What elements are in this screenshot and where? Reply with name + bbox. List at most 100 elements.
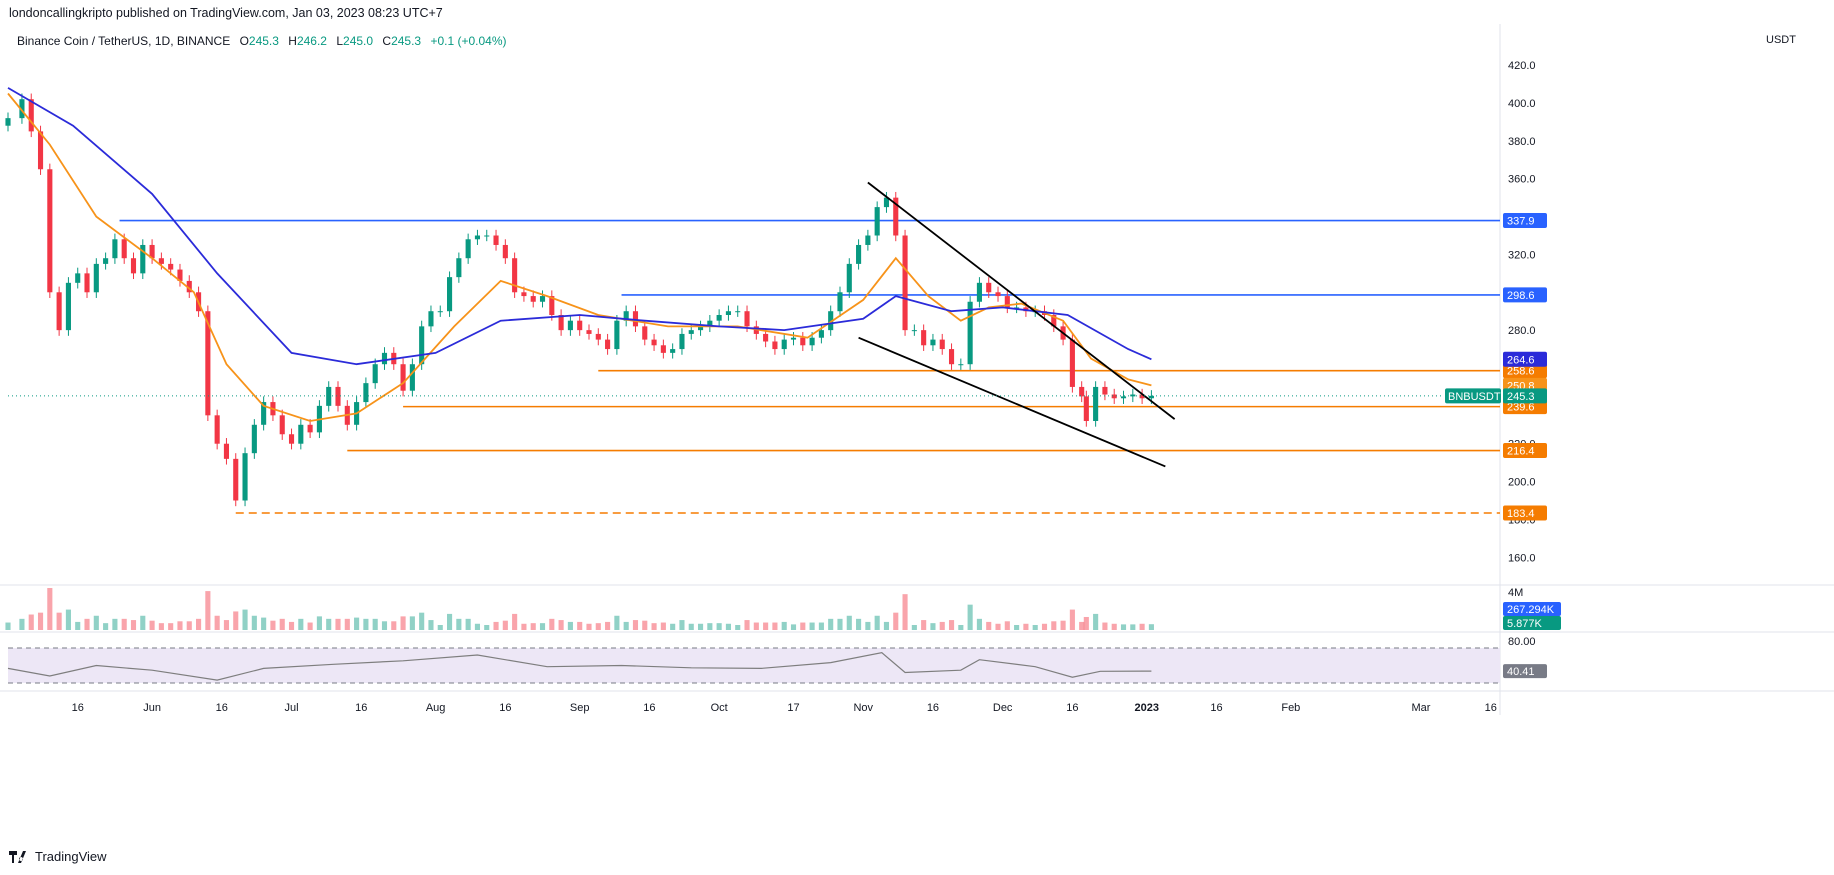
candle-body[interactable] (177, 269, 183, 281)
candle-body[interactable] (1051, 315, 1057, 327)
candle-body[interactable] (874, 207, 880, 236)
candle-body[interactable] (883, 197, 890, 208)
candle-body[interactable] (223, 443, 230, 459)
candle-body[interactable] (84, 273, 90, 293)
candle-body[interactable] (921, 330, 927, 346)
candle-body[interactable] (632, 311, 639, 327)
candle-body[interactable] (623, 311, 629, 321)
candle-body[interactable] (1093, 386, 1099, 421)
candle-body[interactable] (679, 333, 685, 350)
candle-body[interactable] (93, 263, 99, 293)
candle-body[interactable] (539, 296, 546, 302)
candle-body[interactable] (605, 339, 611, 350)
candle-body[interactable] (233, 458, 239, 501)
candle-body[interactable] (242, 453, 248, 501)
candle-body[interactable] (1069, 339, 1075, 387)
candle-body[interactable] (567, 320, 573, 331)
candle-body[interactable] (47, 169, 53, 293)
candle-body[interactable] (846, 263, 852, 293)
candle-body[interactable] (725, 311, 731, 315)
candle-body[interactable] (856, 244, 862, 264)
candle-body[interactable] (1083, 396, 1089, 421)
candle-body[interactable] (465, 239, 471, 259)
candle-body[interactable] (103, 258, 109, 264)
candle-body[interactable] (474, 235, 481, 240)
candle-body[interactable] (28, 99, 34, 132)
candle-body[interactable] (447, 277, 453, 312)
candle-body[interactable] (948, 349, 955, 365)
symbol-badge[interactable]: BNBUSDT (1448, 391, 1501, 403)
candle-body[interactable] (56, 292, 62, 331)
candle-body[interactable] (1102, 386, 1108, 395)
candle-body[interactable] (140, 244, 146, 274)
candle-body[interactable] (763, 333, 769, 342)
candle-body[interactable] (1014, 307, 1020, 309)
candle-body[interactable] (790, 337, 797, 340)
candle-body[interactable] (893, 197, 899, 236)
candle-body[interactable] (660, 345, 666, 353)
candle-body[interactable] (800, 337, 806, 346)
candle-body[interactable] (995, 292, 1001, 297)
candle-body[interactable] (363, 383, 369, 403)
candle-body[interactable] (1111, 394, 1117, 399)
candle-body[interactable] (205, 311, 211, 416)
candle-body[interactable] (976, 282, 982, 302)
candle-body[interactable] (484, 235, 490, 237)
candle-body[interactable] (651, 339, 657, 346)
price-chart[interactable]: 160.0180.0200.0220.0240.0280.0300.0320.0… (0, 0, 1834, 845)
candle-body[interactable] (772, 341, 778, 350)
candle-body[interactable] (1139, 394, 1145, 399)
candle-body[interactable] (828, 311, 834, 331)
candle-body[interactable] (493, 235, 499, 245)
candle-body[interactable] (409, 364, 415, 391)
footer[interactable]: TradingView (9, 849, 107, 864)
candle-body[interactable] (456, 258, 462, 278)
candle-body[interactable] (930, 339, 936, 346)
candle-body[interactable] (186, 280, 192, 293)
trendline-upper[interactable] (867, 181, 1176, 420)
candle-body[interactable] (298, 424, 304, 444)
candle-body[interactable] (707, 320, 713, 327)
candle-body[interactable] (512, 258, 518, 293)
candle-body[interactable] (428, 311, 434, 327)
rsi-line[interactable] (7, 652, 1152, 681)
ma-line[interactable] (7, 87, 1152, 366)
candle-body[interactable] (261, 402, 267, 425)
candle-body[interactable] (65, 282, 71, 331)
candle-body[interactable] (1120, 396, 1127, 399)
trendline-lower[interactable] (858, 336, 1166, 468)
candle-body[interactable] (716, 315, 722, 321)
candle-body[interactable] (288, 434, 295, 444)
candle-body[interactable] (670, 349, 676, 353)
candle-body[interactable] (986, 282, 992, 293)
candle-body[interactable] (865, 235, 871, 245)
candle-body[interactable] (307, 424, 313, 433)
candle-body[interactable] (168, 263, 174, 270)
candle-body[interactable] (1148, 395, 1154, 399)
candle-body[interactable] (1004, 296, 1010, 308)
candle-body[interactable] (744, 311, 750, 327)
candle-body[interactable] (372, 364, 378, 384)
candle-body[interactable] (586, 330, 592, 334)
candle-body[interactable] (214, 415, 220, 444)
ma-line[interactable] (7, 92, 1152, 422)
candle-body[interactable] (149, 244, 155, 259)
candle-body[interactable] (19, 99, 25, 119)
candle-body[interactable] (688, 330, 694, 334)
symbol-legend[interactable]: Binance Coin / TetherUS, 1D, BINANCE O24… (17, 34, 507, 48)
candle-body[interactable] (326, 386, 332, 406)
candle-body[interactable] (419, 326, 425, 365)
candle-body[interactable] (121, 239, 127, 259)
candle-body[interactable] (577, 320, 583, 331)
candle-body[interactable] (967, 301, 973, 365)
candle-body[interactable] (502, 244, 508, 259)
symbol-name[interactable]: Binance Coin / TetherUS, 1D, BINANCE (17, 34, 231, 48)
candle-body[interactable] (549, 296, 555, 315)
candle-body[interactable] (1079, 386, 1085, 397)
candle-body[interactable] (642, 326, 648, 340)
candle-body[interactable] (112, 239, 118, 259)
candle-body[interactable] (521, 292, 527, 297)
candle-body[interactable] (130, 258, 137, 274)
candle-body[interactable] (614, 320, 620, 350)
candle-body[interactable] (911, 330, 917, 332)
